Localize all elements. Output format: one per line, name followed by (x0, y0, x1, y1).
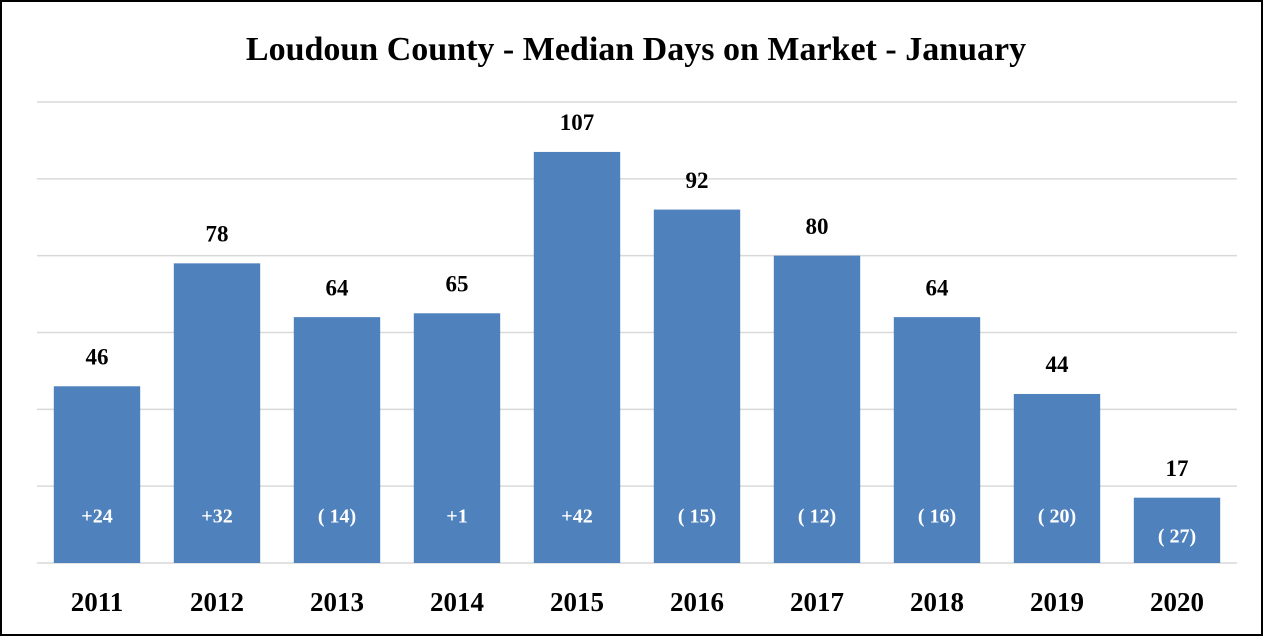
x-tick-label: 2014 (430, 587, 484, 617)
change-label: ( 12) (798, 506, 836, 528)
change-label: ( 27) (1158, 525, 1196, 547)
change-label: +1 (446, 506, 467, 528)
data-label: 17 (1166, 456, 1189, 481)
x-tick-label: 2011 (71, 587, 124, 617)
x-tick-label: 2019 (1030, 587, 1084, 617)
bar (293, 317, 381, 563)
x-tick-label: 2017 (790, 587, 844, 617)
x-tick-label: 2016 (670, 587, 724, 617)
x-tick-label: 2015 (550, 587, 604, 617)
data-label: 80 (806, 214, 829, 239)
bar (773, 255, 861, 563)
data-label: 46 (86, 345, 109, 370)
data-label: 92 (686, 168, 709, 193)
data-label: 107 (560, 110, 595, 135)
x-tick-label: 2012 (190, 587, 244, 617)
bar (893, 317, 981, 563)
data-label: 64 (926, 275, 950, 300)
x-tick-label: 2013 (310, 587, 364, 617)
change-label: ( 20) (1038, 506, 1076, 528)
change-label: +42 (561, 506, 592, 528)
bar (413, 313, 501, 563)
change-label: ( 14) (318, 506, 356, 528)
change-label: ( 15) (678, 506, 716, 528)
change-label: +24 (81, 506, 112, 528)
data-label: 65 (446, 272, 469, 297)
data-label: 44 (1046, 352, 1070, 377)
bar (653, 209, 741, 564)
bar (173, 263, 261, 563)
x-tick-label: 2020 (1150, 587, 1204, 617)
x-tick-label: 2018 (910, 587, 964, 617)
data-label: 78 (206, 222, 229, 247)
change-label: +32 (201, 506, 232, 528)
change-label: ( 16) (918, 506, 956, 528)
chart-title: Loudoun County - Median Days on Market -… (246, 31, 1026, 68)
data-label: 64 (326, 275, 350, 300)
bar (1133, 497, 1221, 563)
bar (533, 151, 621, 564)
bar (53, 386, 141, 563)
bar (1013, 393, 1101, 563)
